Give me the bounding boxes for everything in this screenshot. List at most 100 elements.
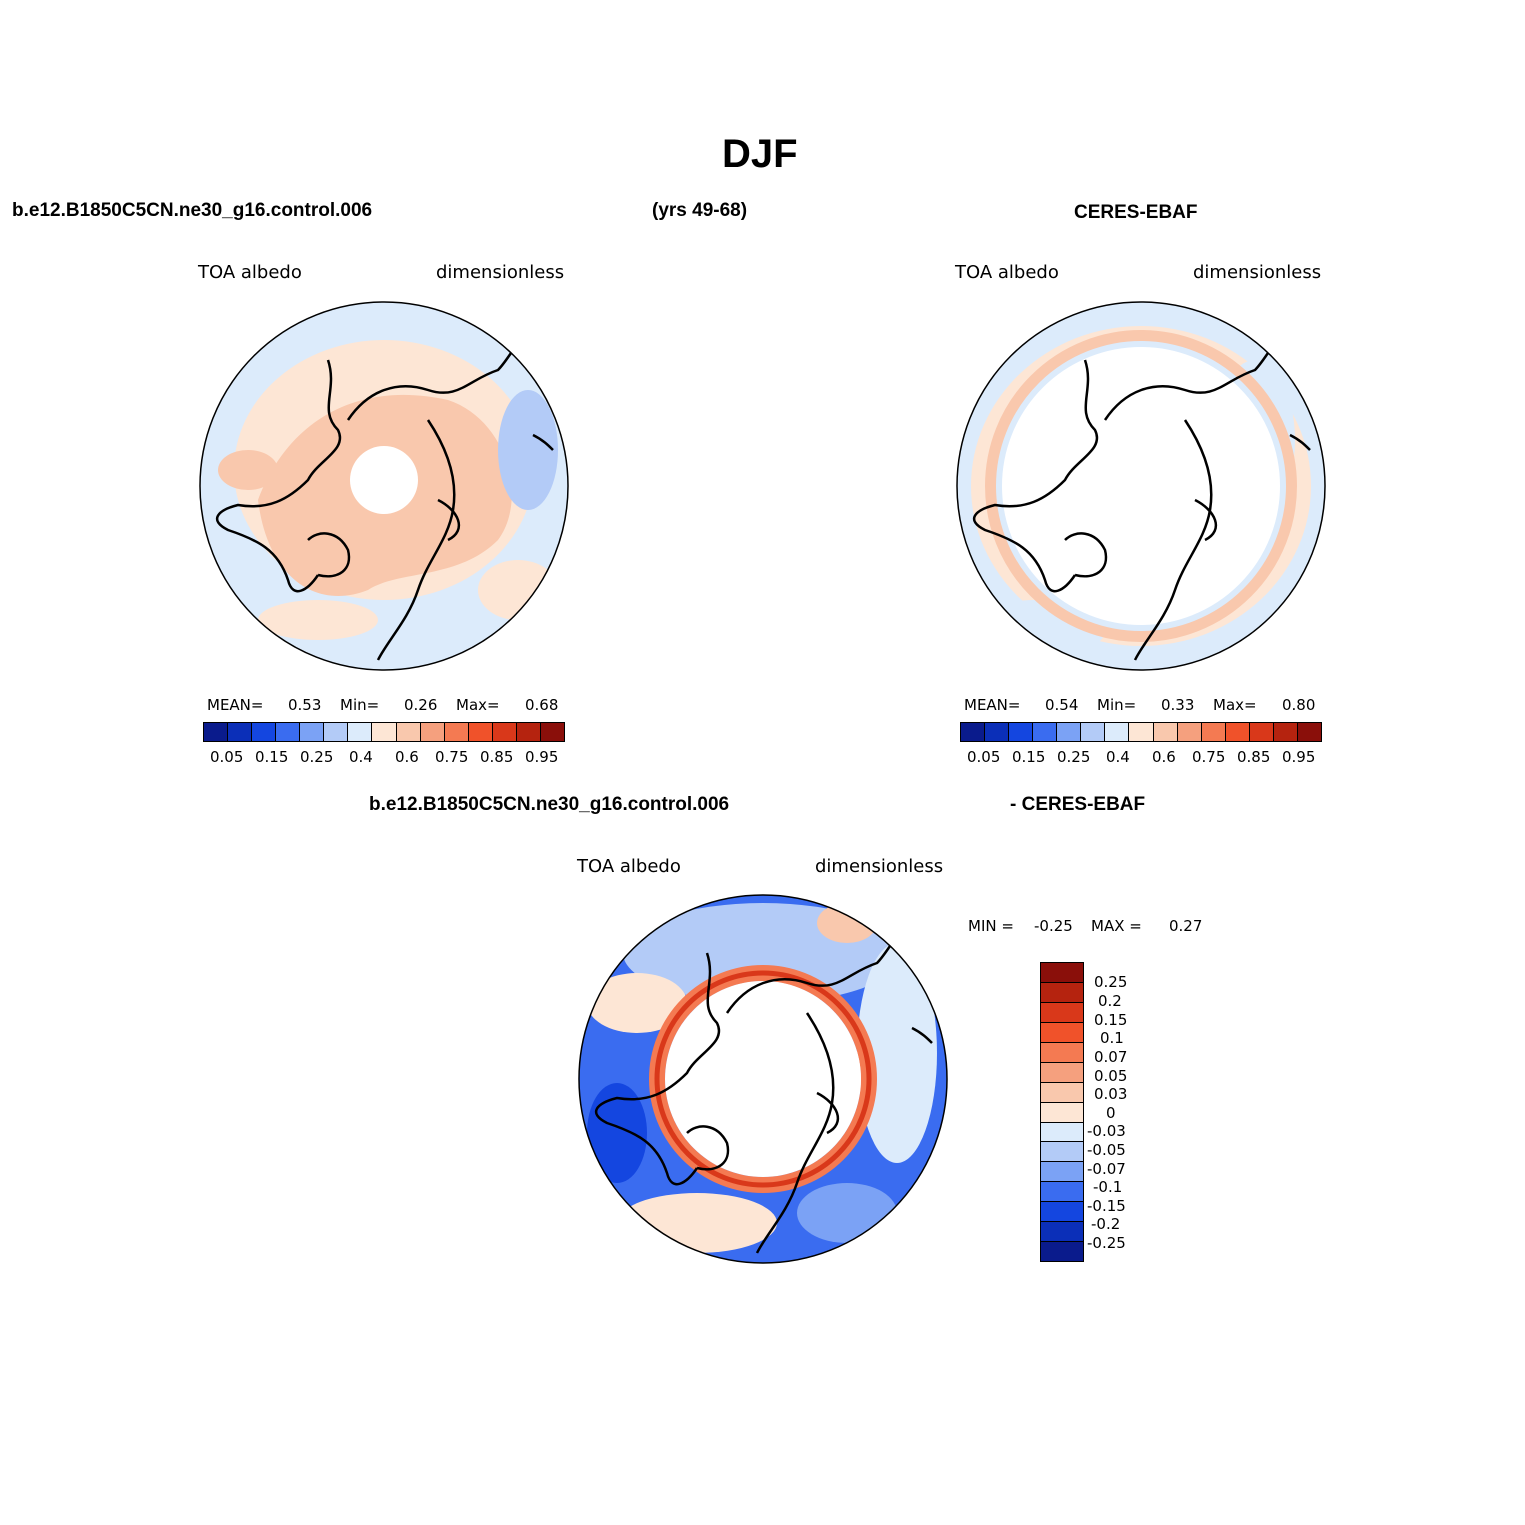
colorbar-swatch: [1041, 1162, 1083, 1183]
diff-min-label: MIN =: [968, 917, 1014, 935]
model-colorbar-tick: 0.6: [395, 748, 419, 766]
colorbar-swatch: [1041, 1242, 1083, 1262]
model-max-label: Max=: [456, 696, 500, 714]
diff-case-name: b.e12.B1850C5CN.ne30_g16.control.006: [369, 794, 730, 815]
model-case-name: b.e12.B1850C5CN.ne30_g16.control.006: [12, 200, 373, 221]
diff-max-value: 0.27: [1169, 917, 1203, 935]
colorbar-swatch: [1041, 1182, 1083, 1203]
obs-colorbar-tick: 0.4: [1106, 748, 1130, 766]
model-colorbar: [203, 722, 565, 742]
colorbar-swatch: [985, 723, 1010, 741]
colorbar-swatch: [1041, 1062, 1083, 1083]
diff-colorbar-tick: -0.1: [1093, 1178, 1123, 1196]
colorbar-swatch: [276, 723, 301, 741]
colorbar-swatch: [300, 723, 325, 741]
obs-colorbar-tick: 0.95: [1282, 748, 1316, 766]
diff-units-label: dimensionless: [815, 856, 944, 877]
colorbar-swatch: [516, 723, 541, 741]
colorbar-swatch: [1153, 723, 1178, 741]
obs-max-label: Max=: [1213, 696, 1257, 714]
colorbar-swatch: [1041, 1122, 1083, 1143]
obs-min-label: Min=: [1097, 696, 1137, 714]
diff-colorbar-tick: -0.07: [1087, 1160, 1126, 1178]
model-colorbar-tick: 0.25: [300, 748, 334, 766]
model-mean-label: MEAN=: [207, 696, 264, 714]
diff-colorbar-tick: -0.2: [1091, 1215, 1121, 1233]
diff-colorbar-tick: 0.05: [1094, 1067, 1128, 1085]
colorbar-swatch: [252, 723, 277, 741]
colorbar-swatch: [540, 723, 564, 741]
obs-max-value: 0.80: [1282, 696, 1316, 714]
colorbar-swatch: [1041, 1022, 1083, 1043]
colorbar-swatch: [396, 723, 421, 741]
diff-min-value: -0.25: [1034, 917, 1073, 935]
model-colorbar-tick: 0.85: [480, 748, 514, 766]
diff-colorbar: [1040, 962, 1084, 1262]
colorbar-swatch: [1041, 1202, 1083, 1223]
obs-name: CERES-EBAF: [1074, 202, 1198, 223]
obs-colorbar-tick: 0.85: [1237, 748, 1271, 766]
obs-variable-label: TOA albedo: [955, 262, 1059, 283]
colorbar-swatch: [1177, 723, 1202, 741]
colorbar-swatch: [1041, 1042, 1083, 1063]
colorbar-swatch: [1201, 723, 1226, 741]
diff-colorbar-tick: -0.03: [1087, 1122, 1126, 1140]
years-label: (yrs 49-68): [652, 200, 748, 221]
diff-colorbar-tick: 0.07: [1094, 1048, 1128, 1066]
colorbar-swatch: [1249, 723, 1274, 741]
page-title: DJF: [722, 132, 798, 176]
model-mean-value: 0.53: [288, 696, 322, 714]
colorbar-swatch: [1041, 1082, 1083, 1103]
model-colorbar-tick: 0.75: [435, 748, 469, 766]
diff-colorbar-tick: -0.25: [1087, 1234, 1126, 1252]
colorbar-swatch: [492, 723, 517, 741]
diff-max-label: MAX =: [1091, 917, 1142, 935]
colorbar-swatch: [1009, 723, 1034, 741]
obs-colorbar-tick: 0.75: [1192, 748, 1226, 766]
obs-colorbar: [960, 722, 1322, 742]
diff-colorbar-tick: -0.05: [1087, 1141, 1126, 1159]
colorbar-swatch: [228, 723, 253, 741]
diff-colorbar-tick: 0.2: [1098, 992, 1122, 1010]
colorbar-swatch: [1041, 1222, 1083, 1243]
colorbar-swatch: [1081, 723, 1106, 741]
obs-mean-value: 0.54: [1045, 696, 1079, 714]
model-variable-label: TOA albedo: [198, 262, 302, 283]
obs-mean-label: MEAN=: [964, 696, 1021, 714]
obs-colorbar-tick: 0.05: [967, 748, 1001, 766]
obs-polar-map: [956, 301, 1326, 671]
obs-colorbar-tick: 0.25: [1057, 748, 1091, 766]
model-max-value: 0.68: [525, 696, 559, 714]
obs-units-label: dimensionless: [1193, 262, 1322, 283]
model-min-label: Min=: [340, 696, 380, 714]
colorbar-swatch: [420, 723, 445, 741]
colorbar-swatch: [1129, 723, 1154, 741]
diff-colorbar-tick: 0.15: [1094, 1011, 1128, 1029]
colorbar-swatch: [1033, 723, 1058, 741]
diff-colorbar-tick: -0.15: [1087, 1197, 1126, 1215]
model-polar-map: [199, 301, 569, 671]
obs-min-value: 0.33: [1161, 696, 1195, 714]
diff-colorbar-tick: 0.1: [1100, 1029, 1124, 1047]
colorbar-swatch: [1041, 1002, 1083, 1023]
colorbar-swatch: [1273, 723, 1298, 741]
colorbar-swatch: [204, 723, 229, 741]
model-colorbar-tick: 0.95: [525, 748, 559, 766]
colorbar-swatch: [348, 723, 373, 741]
obs-colorbar-tick: 0.6: [1152, 748, 1176, 766]
colorbar-swatch: [1041, 1102, 1083, 1123]
colorbar-swatch: [1041, 963, 1083, 983]
diff-polar-map: [578, 894, 948, 1264]
colorbar-swatch: [1105, 723, 1130, 741]
model-colorbar-tick: 0.15: [255, 748, 289, 766]
colorbar-swatch: [1225, 723, 1250, 741]
diff-variable-label: TOA albedo: [577, 856, 681, 877]
colorbar-swatch: [1041, 1142, 1083, 1163]
diff-colorbar-tick: 0.25: [1094, 973, 1128, 991]
colorbar-swatch: [961, 723, 986, 741]
model-min-value: 0.26: [404, 696, 438, 714]
colorbar-swatch: [1297, 723, 1321, 741]
obs-colorbar-tick: 0.15: [1012, 748, 1046, 766]
model-colorbar-tick: 0.4: [349, 748, 373, 766]
colorbar-swatch: [1041, 982, 1083, 1003]
